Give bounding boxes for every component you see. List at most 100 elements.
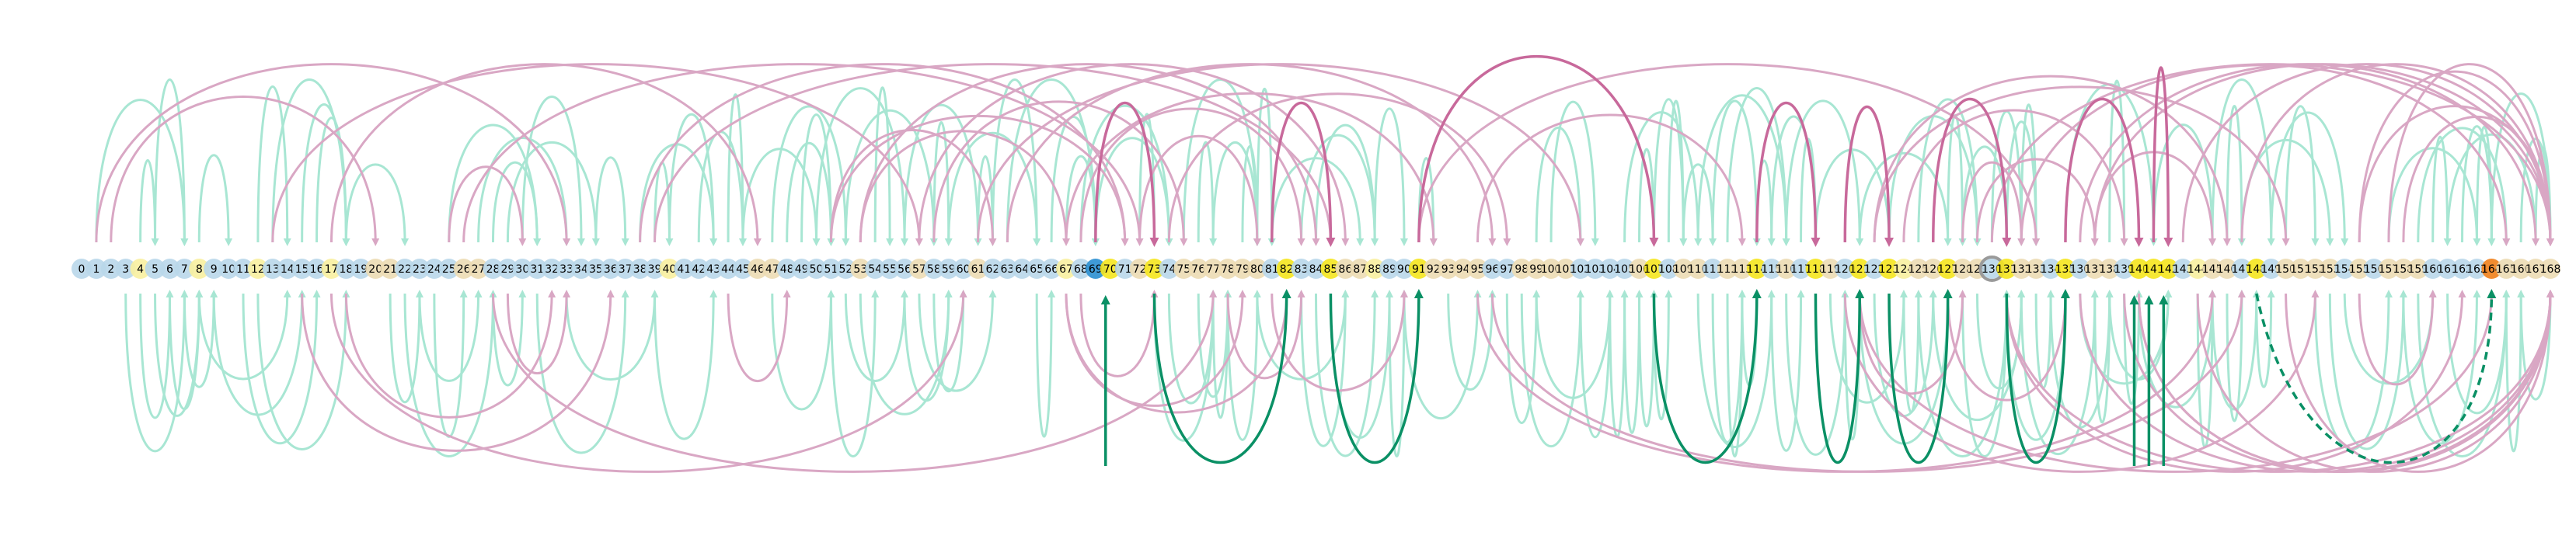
node-marker: [1012, 259, 1033, 279]
node-marker: [336, 259, 357, 279]
lower-faded-arc: [1035, 290, 1056, 438]
upper-faded-arc: [1549, 100, 1599, 246]
upper-faded-arc: [2240, 63, 2554, 246]
node-marker: [365, 259, 386, 279]
upper-faded-arc: [1271, 157, 1365, 246]
node-marker: [1335, 259, 1356, 279]
node-marker: [1893, 259, 1914, 279]
lower-faded-arc: [183, 290, 218, 388]
lower-faded-arc: [2108, 290, 2173, 381]
node-label: 3: [122, 263, 129, 276]
node: 98: [1511, 259, 1532, 279]
lower-faded-arc: [329, 290, 967, 473]
node-marker: [1100, 259, 1121, 279]
node-label: 95: [1471, 263, 1485, 276]
upper-faded-arc: [344, 163, 410, 246]
upper-faded-arc: [1065, 155, 1100, 246]
node: 76: [1188, 259, 1209, 279]
lower-faded-arc: [844, 290, 908, 382]
lower-faded-arc: [2211, 290, 2261, 411]
node-marker: [556, 259, 577, 279]
lower-highlighted-arc: [2005, 289, 2070, 464]
node: 146: [2216, 259, 2237, 279]
node-marker: [2261, 259, 2281, 279]
node: 14: [277, 259, 298, 279]
lower-faded-arc: [1858, 290, 2496, 473]
lower-faded-arc: [1609, 290, 1629, 438]
upper-faded-arc: [2152, 123, 2217, 246]
upper-faded-arc: [315, 116, 350, 246]
node-label: 35: [589, 263, 603, 276]
node: 42: [688, 259, 709, 279]
upper-faded-arc: [1256, 87, 1276, 246]
node-marker: [409, 259, 430, 279]
node-label: 28: [486, 263, 500, 276]
node: 77: [1203, 259, 1224, 279]
node: 74: [1159, 259, 1180, 279]
node-label: 6: [166, 263, 173, 276]
node-marker: [247, 259, 268, 279]
node-label: 96: [1486, 263, 1500, 276]
lower-faded-arc: [2138, 290, 2217, 409]
node-marker: [1452, 259, 1473, 279]
node-marker: [2011, 259, 2032, 279]
upper-faded-arc: [1300, 134, 1379, 246]
lower-faded-arc: [1329, 290, 1394, 439]
upper-highlighted-arc: [1271, 101, 1336, 247]
node-marker: [2525, 259, 2546, 279]
node-label: 168: [2540, 263, 2561, 276]
upper-faded-arc: [829, 129, 997, 246]
node-label: 90: [1397, 263, 1411, 276]
node: 38: [629, 259, 650, 279]
node-marker: [747, 259, 768, 279]
upper-faded-arc: [991, 78, 1041, 246]
upper-highlighted-arc: [2152, 66, 2173, 247]
node: 82: [1276, 259, 1297, 279]
node: 90: [1393, 259, 1414, 279]
node: 112: [1717, 259, 1738, 279]
node-marker: [2216, 259, 2237, 279]
node: 51: [821, 259, 842, 279]
upper-faded-arc: [2387, 63, 2554, 246]
node-marker: [2084, 259, 2105, 279]
node-label: 62: [986, 263, 1000, 276]
lower-faded-arc: [389, 290, 424, 403]
node-label: 65: [1030, 263, 1044, 276]
node-marker: [2305, 259, 2326, 279]
node: 16: [306, 259, 327, 279]
node-marker: [2481, 259, 2502, 279]
node-label: 50: [810, 263, 824, 276]
node-label: 2: [107, 263, 114, 276]
node-marker: [1305, 259, 1326, 279]
node-label: 36: [604, 263, 618, 276]
node-label: 5: [152, 263, 159, 276]
lower-faded-arc: [1505, 290, 1541, 424]
node-marker: [2407, 259, 2428, 279]
node: 52: [835, 259, 856, 279]
upper-faded-arc: [786, 141, 835, 246]
node-marker: [908, 259, 929, 279]
node: 13: [262, 259, 283, 279]
node-marker: [2511, 259, 2532, 279]
lower-faded-arc: [2196, 290, 2554, 473]
node: 96: [1482, 259, 1503, 279]
node: 59: [938, 259, 959, 279]
node-marker: [189, 259, 210, 279]
upper-faded-arc: [947, 132, 1041, 246]
lower-faded-arc: [1226, 290, 1305, 380]
node: 17: [321, 259, 342, 279]
upper-faded-arc: [932, 100, 1188, 246]
node: 72: [1129, 259, 1150, 279]
node: 12: [247, 259, 268, 279]
node: 69: [1085, 259, 1106, 279]
node: 83: [1291, 259, 1312, 279]
node-label: 1: [92, 263, 99, 276]
node-marker: [762, 259, 783, 279]
node-marker: [1864, 259, 1885, 279]
upper-faded-arc: [639, 143, 718, 246]
node-marker: [585, 259, 606, 279]
node-marker: [115, 259, 136, 279]
node: 119: [1820, 259, 1841, 279]
node: 62: [982, 259, 1003, 279]
node-marker: [1849, 259, 1870, 279]
